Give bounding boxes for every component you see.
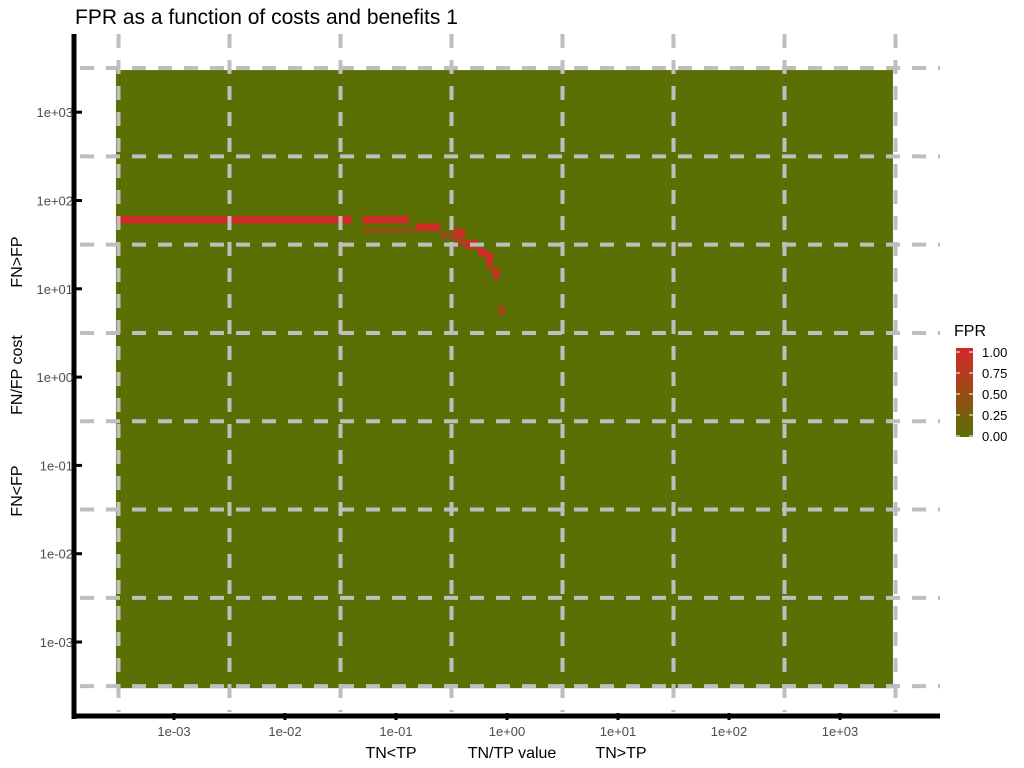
heatmap-cell	[440, 231, 454, 240]
heatmap-background	[115, 70, 893, 689]
heatmap-cell	[493, 268, 500, 279]
y-tick-label: 1e-01	[40, 458, 73, 473]
heatmap-cell	[478, 247, 487, 257]
heatmap-cell	[362, 215, 389, 224]
legend-tick-label: 0.25	[982, 408, 1007, 423]
y-tick-label: 1e+01	[36, 282, 73, 297]
x-tick-label: 1e+00	[489, 724, 526, 739]
heatmap-cell	[115, 215, 352, 224]
heatmap-cell	[388, 215, 409, 224]
legend-colorbar	[956, 348, 973, 437]
legend-tick-label: 0.75	[982, 366, 1007, 381]
heatmap-cell	[362, 227, 416, 234]
x-tick-label: 1e+03	[822, 724, 859, 739]
heatmap-cell	[415, 223, 441, 232]
heatmap-cell	[453, 237, 466, 247]
heatmap-cell	[486, 264, 494, 271]
y-axis-label-center: FN/FP cost	[9, 335, 26, 415]
heatmap-fill	[115, 70, 893, 689]
legend-tick-label: 0.50	[982, 387, 1007, 402]
heatmap-cell	[499, 305, 505, 316]
x-axis-ticks: 1e-03 1e-02 1e-01 1e+00 1e+01 1e+02 1e+03	[157, 713, 858, 739]
legend-tick-label: 1.00	[982, 345, 1007, 360]
heatmap-cell	[486, 252, 494, 265]
x-tick-label: 1e+02	[711, 724, 748, 739]
grid-lines	[80, 34, 940, 712]
y-axis-label-low: FN<FP	[9, 465, 26, 516]
y-tick-label: 1e-02	[40, 547, 73, 562]
x-tick-label: 1e-03	[157, 724, 190, 739]
y-axis-ticks: 1e-03 1e-02 1e-01 1e+00 1e+01 1e+02 1e+03	[36, 105, 82, 650]
y-tick-label: 1e+00	[36, 370, 73, 385]
heatmap-cell	[453, 228, 466, 238]
x-tick-label: 1e-01	[379, 724, 412, 739]
y-axis-label-high: FN>FP	[9, 236, 26, 287]
x-axis-label-center: TN/TP value	[468, 745, 557, 762]
legend-title: FPR	[954, 323, 986, 340]
y-tick-label: 1e-03	[40, 635, 73, 650]
heatmap-cells	[115, 215, 505, 316]
y-tick-label: 1e+02	[36, 194, 73, 209]
legend: FPR 1.00 0.75 0.50 0.25 0.00	[954, 323, 1007, 444]
y-tick-label: 1e+03	[36, 105, 73, 120]
x-axis-label-right: TN>TP	[595, 745, 646, 762]
chart-title: FPR as a function of costs and benefits …	[75, 6, 458, 29]
legend-tick-label: 0.00	[982, 429, 1007, 444]
x-tick-label: 1e+01	[600, 724, 637, 739]
x-axis-label-left: TN<TP	[365, 745, 416, 762]
x-tick-label: 1e-02	[268, 724, 301, 739]
legend-ticks: 1.00 0.75 0.50 0.25 0.00	[956, 345, 1007, 444]
